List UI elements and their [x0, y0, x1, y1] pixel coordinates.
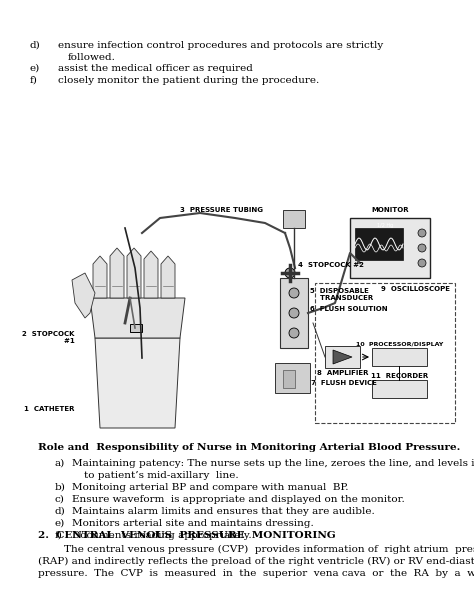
- Text: MONITOR: MONITOR: [371, 207, 409, 213]
- Text: f): f): [30, 76, 38, 85]
- Circle shape: [418, 259, 426, 267]
- Text: assist the medical officer as required: assist the medical officer as required: [58, 64, 253, 73]
- Text: (RAP) and indirectly reflects the preload of the right ventricle (RV) or RV end-: (RAP) and indirectly reflects the preloa…: [38, 557, 474, 566]
- Text: e): e): [55, 519, 65, 528]
- Text: ensure infection control procedures and protocols are strictly: ensure infection control procedures and …: [58, 41, 383, 50]
- Text: b): b): [55, 483, 66, 492]
- Bar: [325, 346, 360, 368]
- Text: 4  STOPCOCK #2: 4 STOPCOCK #2: [298, 262, 364, 268]
- Text: 7  FLUSH DEVICE: 7 FLUSH DEVICE: [311, 380, 377, 386]
- Text: 8  AMPLIFIER: 8 AMPLIFIER: [317, 370, 368, 376]
- Bar: [355, 228, 403, 260]
- Text: Maintaining patency: The nurse sets up the line, zeroes the line, and levels it: Maintaining patency: The nurse sets up t…: [72, 459, 474, 468]
- Circle shape: [285, 268, 295, 278]
- Text: followed.: followed.: [68, 53, 116, 62]
- Text: pressure.  The  CVP  is  measured  in  the  superior  vena cava  or  the  RA  by: pressure. The CVP is measured in the sup…: [38, 569, 474, 578]
- Bar: [283, 210, 305, 228]
- Text: 5  DISPOSABLE
    TRANSDUCER: 5 DISPOSABLE TRANSDUCER: [310, 288, 373, 301]
- Circle shape: [289, 328, 299, 338]
- Text: Monitoing arterial BP and compare with manual  BP.: Monitoing arterial BP and compare with m…: [72, 483, 348, 492]
- Bar: [315, 283, 455, 423]
- Bar: [372, 380, 427, 398]
- Text: e): e): [30, 64, 40, 73]
- Text: c): c): [55, 495, 65, 504]
- Circle shape: [418, 244, 426, 252]
- Text: 3  PRESSURE TUBING: 3 PRESSURE TUBING: [180, 207, 263, 213]
- Text: 2.  CENTRAL  VENOUS  PRESSURE  MONITORING: 2. CENTRAL VENOUS PRESSURE MONITORING: [38, 531, 336, 540]
- Text: Ensure waveform  is appropriate and displayed on the monitor.: Ensure waveform is appropriate and displ…: [72, 495, 405, 504]
- Polygon shape: [127, 248, 141, 298]
- Text: 11  RECORDER: 11 RECORDER: [371, 373, 428, 379]
- Text: 9  OSCILLOSCOPE: 9 OSCILLOSCOPE: [381, 286, 450, 292]
- Circle shape: [289, 308, 299, 318]
- Bar: [350, 218, 430, 278]
- Bar: [283, 370, 295, 388]
- Bar: [130, 324, 142, 332]
- Polygon shape: [90, 298, 185, 338]
- Text: d): d): [55, 507, 66, 516]
- Text: 6  FLUSH SOLUTION: 6 FLUSH SOLUTION: [310, 306, 388, 312]
- Text: 10  PROCESSOR/DISPLAY: 10 PROCESSOR/DISPLAY: [356, 342, 443, 347]
- Polygon shape: [333, 350, 352, 364]
- Text: 1/2 Hg: 1/2 Hg: [377, 223, 393, 228]
- Text: Maintains alarm limits and ensures that they are audible.: Maintains alarm limits and ensures that …: [72, 507, 375, 516]
- Text: closely monitor the patient during the procedure.: closely monitor the patient during the p…: [58, 76, 319, 85]
- Polygon shape: [72, 273, 95, 318]
- Text: Monitors arterial site and maintains dressing.: Monitors arterial site and maintains dre…: [72, 519, 314, 528]
- Text: 2  STOPCOCK
    #1: 2 STOPCOCK #1: [22, 331, 75, 344]
- Polygon shape: [144, 251, 158, 298]
- Bar: [275, 363, 310, 393]
- Polygon shape: [93, 256, 107, 298]
- Text: 1  CATHETER: 1 CATHETER: [25, 406, 75, 412]
- Bar: [280, 278, 308, 348]
- Text: f): f): [55, 531, 63, 540]
- Polygon shape: [161, 256, 175, 298]
- Text: The central venous pressure (CVP)  provides information of  right atrium  pressu: The central venous pressure (CVP) provid…: [38, 545, 474, 554]
- Circle shape: [289, 288, 299, 298]
- Text: d): d): [30, 41, 41, 50]
- Text: Documents reading appropriately.: Documents reading appropriately.: [72, 531, 252, 540]
- Polygon shape: [95, 338, 180, 428]
- Bar: [372, 348, 427, 366]
- Text: Role and  Responsibility of Nurse in Monitoring Arterial Blood Pressure.: Role and Responsibility of Nurse in Moni…: [38, 443, 460, 452]
- Text: a): a): [55, 459, 65, 468]
- Circle shape: [418, 229, 426, 237]
- Text: to patient’s mid-axillary  line.: to patient’s mid-axillary line.: [84, 471, 238, 480]
- Polygon shape: [110, 248, 124, 298]
